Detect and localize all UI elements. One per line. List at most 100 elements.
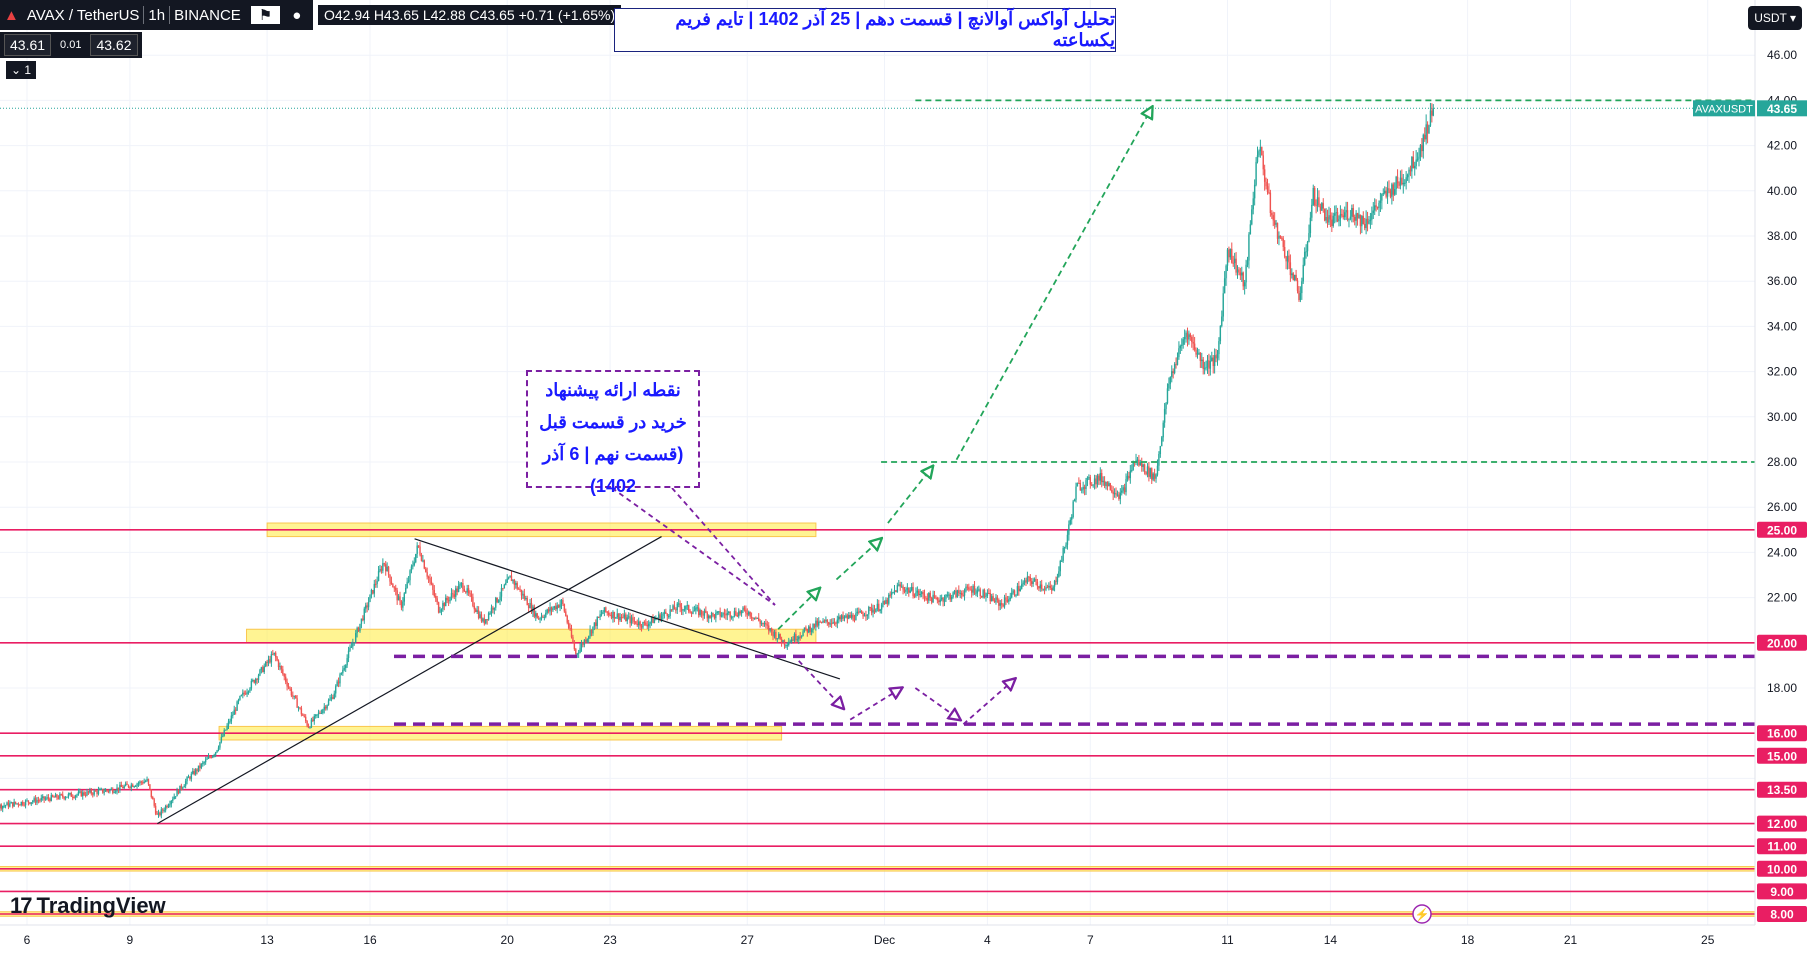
candle-body	[94, 790, 97, 792]
candle-body	[9, 803, 11, 807]
candle-body	[223, 730, 225, 736]
candle-body	[1185, 332, 1187, 338]
candle-body	[536, 613, 538, 619]
currency-button[interactable]: USDT ▾	[1748, 6, 1802, 30]
candle-body	[1179, 345, 1182, 349]
callout-connector	[611, 487, 776, 606]
candle-body	[1113, 493, 1116, 495]
candle-body	[230, 715, 233, 722]
candle-body	[1385, 190, 1387, 197]
drawings	[157, 100, 1810, 825]
candle-body	[103, 791, 105, 793]
price-level-label: 9.00	[1770, 885, 1794, 899]
candle-body	[263, 666, 265, 673]
candle-body	[164, 805, 167, 811]
candle-body	[617, 613, 620, 621]
candle-body	[673, 605, 676, 610]
candle-body	[270, 654, 273, 663]
candle-body	[1029, 576, 1031, 582]
candle-body	[559, 604, 561, 608]
candle-body	[426, 572, 428, 577]
candle-body	[323, 706, 325, 710]
candle-body	[396, 590, 398, 601]
flag-icon[interactable]: ⚑	[250, 6, 281, 24]
candle-body	[1189, 334, 1192, 338]
candle-body	[1132, 461, 1134, 471]
candle-body	[522, 593, 524, 596]
candle-body	[1341, 213, 1343, 216]
dot-icon[interactable]: ●	[292, 6, 302, 24]
candle-body	[607, 612, 610, 615]
candle-body	[1339, 213, 1342, 219]
exchange-label: BINANCE	[174, 6, 241, 24]
candle-body	[1093, 478, 1096, 485]
candle-body	[387, 566, 390, 575]
candle-body	[637, 621, 640, 626]
candle-body	[459, 583, 461, 586]
candle-body	[1311, 204, 1313, 218]
candle-body	[935, 597, 937, 599]
symbol-header[interactable]: ▲ AVAX / TetherUS 1h BINANCE ⚑ ●	[0, 0, 314, 30]
candle-body	[782, 640, 784, 643]
candle-body	[1375, 205, 1377, 207]
interval-label[interactable]: 1h	[148, 6, 166, 24]
candle-body	[569, 627, 571, 629]
candle-body	[923, 594, 926, 598]
candle-body	[1143, 464, 1146, 473]
price-level-label: 12.00	[1767, 817, 1797, 831]
candle-body	[795, 633, 797, 641]
symbol-name[interactable]: AVAX / TetherUS	[26, 6, 140, 24]
candle-body	[1328, 215, 1330, 223]
candle-body	[746, 613, 748, 615]
candle-body	[1136, 459, 1139, 461]
ask-price[interactable]: 43.62	[90, 34, 138, 56]
candle-body	[723, 613, 726, 615]
candle-body	[252, 680, 254, 682]
candle-body	[605, 607, 607, 612]
candle-body	[40, 797, 42, 801]
candle-body	[234, 709, 237, 711]
candle-body	[822, 620, 824, 623]
candle-body	[770, 628, 773, 632]
candle-body	[350, 646, 353, 648]
leverage-toggle[interactable]: ⌄ 1	[6, 61, 36, 79]
candle-body	[1262, 155, 1264, 170]
candle-body	[1139, 462, 1142, 466]
candle-body	[1211, 357, 1213, 361]
bid-price[interactable]: 43.61	[4, 34, 52, 56]
time-tick-label: 14	[1324, 933, 1338, 947]
candle-body	[500, 588, 503, 597]
candle-body	[1099, 472, 1102, 481]
candle-body	[652, 617, 654, 624]
candle-body	[193, 771, 195, 775]
candle-body	[57, 797, 60, 799]
candle-body	[952, 592, 954, 597]
candle-body	[882, 601, 884, 605]
candle-body	[1009, 597, 1011, 600]
candle-body	[826, 619, 829, 623]
candle-body	[670, 609, 673, 611]
candle-body	[1248, 234, 1250, 261]
candle-body	[732, 616, 734, 618]
candle-body	[905, 589, 907, 592]
candle-body	[82, 792, 84, 797]
candle-body	[958, 590, 960, 594]
candle-body	[933, 594, 936, 598]
candle-body	[675, 609, 677, 611]
candle-body	[34, 798, 37, 803]
candle-body	[352, 643, 354, 647]
candle-body	[1055, 580, 1057, 582]
candle-body	[1242, 272, 1244, 287]
candle-body	[783, 640, 786, 646]
candle-body	[250, 680, 253, 689]
candle-body	[264, 661, 267, 667]
time-axis: 6 9 13 16 20 23 27 Dec 4 7 11 14 18 21 25 ⚡	[0, 904, 1755, 947]
lightning-icon[interactable]	[1412, 904, 1432, 924]
candle-body	[1422, 134, 1424, 152]
candle-body	[1419, 145, 1422, 157]
candle-body	[1421, 145, 1423, 152]
candle-body	[1049, 585, 1051, 589]
candle-body	[432, 583, 434, 590]
